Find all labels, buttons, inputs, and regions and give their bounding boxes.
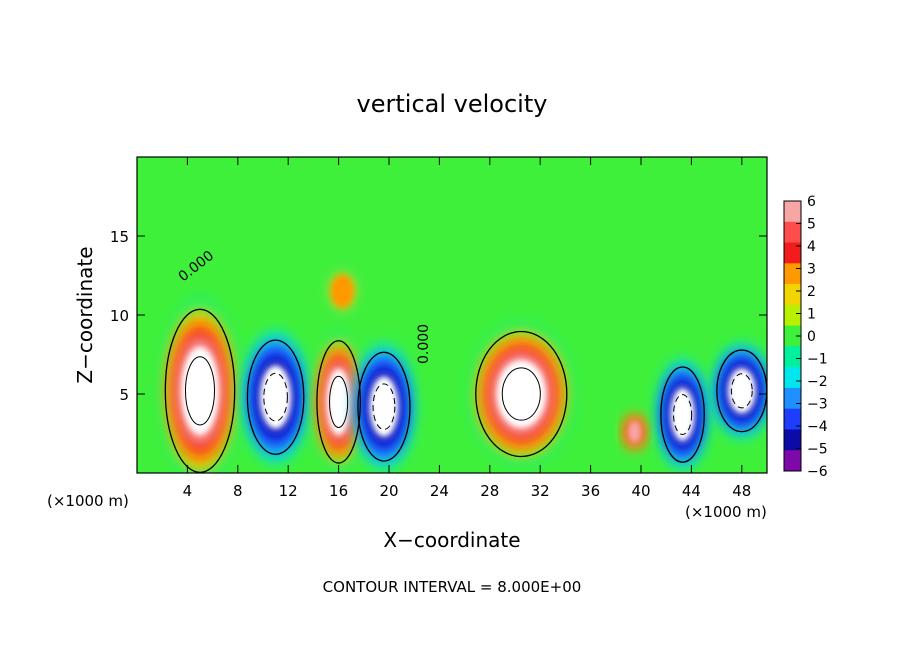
updraft-ring [330, 274, 354, 309]
colorbar-swatch [784, 408, 801, 430]
updraft-ring [496, 360, 546, 428]
contour-interval-footer: CONTOUR INTERVAL = 8.000E+00 [323, 578, 582, 596]
inner-contour [329, 375, 349, 428]
colorbar-tick-label: 4 [807, 239, 816, 255]
x-tick-label: 40 [631, 482, 650, 500]
colorbar-tick-label: 2 [807, 284, 816, 300]
inner-contour [372, 383, 396, 430]
zero-contour [316, 340, 361, 464]
colorbar-tick-label: −1 [807, 352, 828, 368]
colorbar-tick-label: −5 [807, 442, 828, 458]
colorbar: 6 5 4 3 2 1 0 −1 −2 −3 −4 −5 −6 [783, 194, 828, 480]
colorbar-swatch [784, 387, 801, 410]
colorbar-tick-label: −2 [807, 374, 828, 390]
colorbar-swatch [784, 284, 801, 306]
inner-contour [673, 394, 693, 435]
x-unit-right: (×1000 m) [685, 503, 767, 521]
colorbar-swatch [784, 242, 801, 264]
downdraft-ring [727, 368, 756, 414]
zero-contour-label-2: 0.000 [416, 324, 432, 364]
inner-contour [730, 373, 753, 409]
colorbar-swatch [784, 325, 801, 347]
colorbar-tick-label: 3 [807, 262, 816, 278]
colorbar-swatch [784, 429, 801, 451]
x-tick-label: 12 [279, 482, 298, 500]
x-axis-label: X−coordinate [383, 528, 520, 552]
y-axis-label: Z−coordinate [73, 246, 97, 383]
chart-title: vertical velocity [357, 90, 548, 118]
colorbar-swatch [784, 346, 801, 368]
x-tick-label: 32 [531, 482, 550, 500]
x-tick-label: 48 [732, 482, 751, 500]
colorbar-swatch [784, 263, 801, 285]
velocity-field [137, 157, 767, 473]
x-tick-label: 36 [581, 482, 600, 500]
colorbar-swatch [784, 221, 801, 244]
y-tick-label: 15 [110, 228, 129, 246]
y-tick-label: 5 [119, 386, 129, 404]
x-tick-label: 24 [430, 482, 449, 500]
colorbar-tick-label: 6 [807, 194, 816, 210]
inner-contour [184, 356, 216, 426]
x-tick-label: 20 [379, 482, 398, 500]
zero-contour [660, 366, 705, 463]
downdraft-cell [353, 343, 415, 470]
zero-contour [246, 339, 305, 455]
colorbar-swatch [784, 450, 801, 472]
colorbar-tick-label: −6 [807, 464, 828, 480]
downdraft-ring [670, 387, 695, 442]
downdraft-cell [712, 343, 767, 439]
colorbar-tick-label: 1 [807, 307, 816, 323]
x-tick-label: 28 [480, 482, 499, 500]
x-tick-label: 44 [682, 482, 701, 500]
colorbar-tick-label: 0 [807, 329, 816, 345]
colorbar-tick-label: 5 [807, 217, 816, 233]
updraft-cell [468, 321, 575, 467]
updraft-cell [313, 330, 364, 473]
x-tick-label: 8 [233, 482, 243, 500]
updraft-ring [181, 347, 219, 435]
x-axis: 4 8 12 16 20 24 28 32 36 40 44 48 [183, 157, 751, 500]
colorbar-swatch [784, 304, 801, 327]
x-tick-label: 4 [183, 482, 193, 500]
updraft-cell [159, 296, 241, 473]
inner-contour [263, 372, 288, 422]
downdraft-cell [657, 359, 708, 470]
zero-contour [357, 351, 411, 462]
colorbar-tick-label: −4 [807, 419, 828, 435]
updraft-cell [327, 269, 358, 314]
updraft-cell [622, 411, 648, 453]
downdraft-cell [242, 330, 309, 464]
x-unit-left: (×1000 m) [47, 492, 129, 510]
updraft-ring [627, 420, 642, 444]
downdraft-ring [369, 376, 399, 437]
inner-contour [501, 367, 541, 421]
colorbar-swatch [784, 367, 801, 389]
colorbar-tick-label: −3 [807, 397, 828, 413]
zero-contour [475, 330, 568, 458]
downdraft-ring [259, 365, 292, 430]
colorbar-swatch [784, 201, 801, 223]
zero-contour [164, 308, 236, 473]
x-tick-label: 16 [329, 482, 348, 500]
y-axis: 5 10 15 [110, 228, 767, 404]
y-tick-label: 10 [110, 307, 129, 325]
updraft-ring [327, 369, 351, 435]
